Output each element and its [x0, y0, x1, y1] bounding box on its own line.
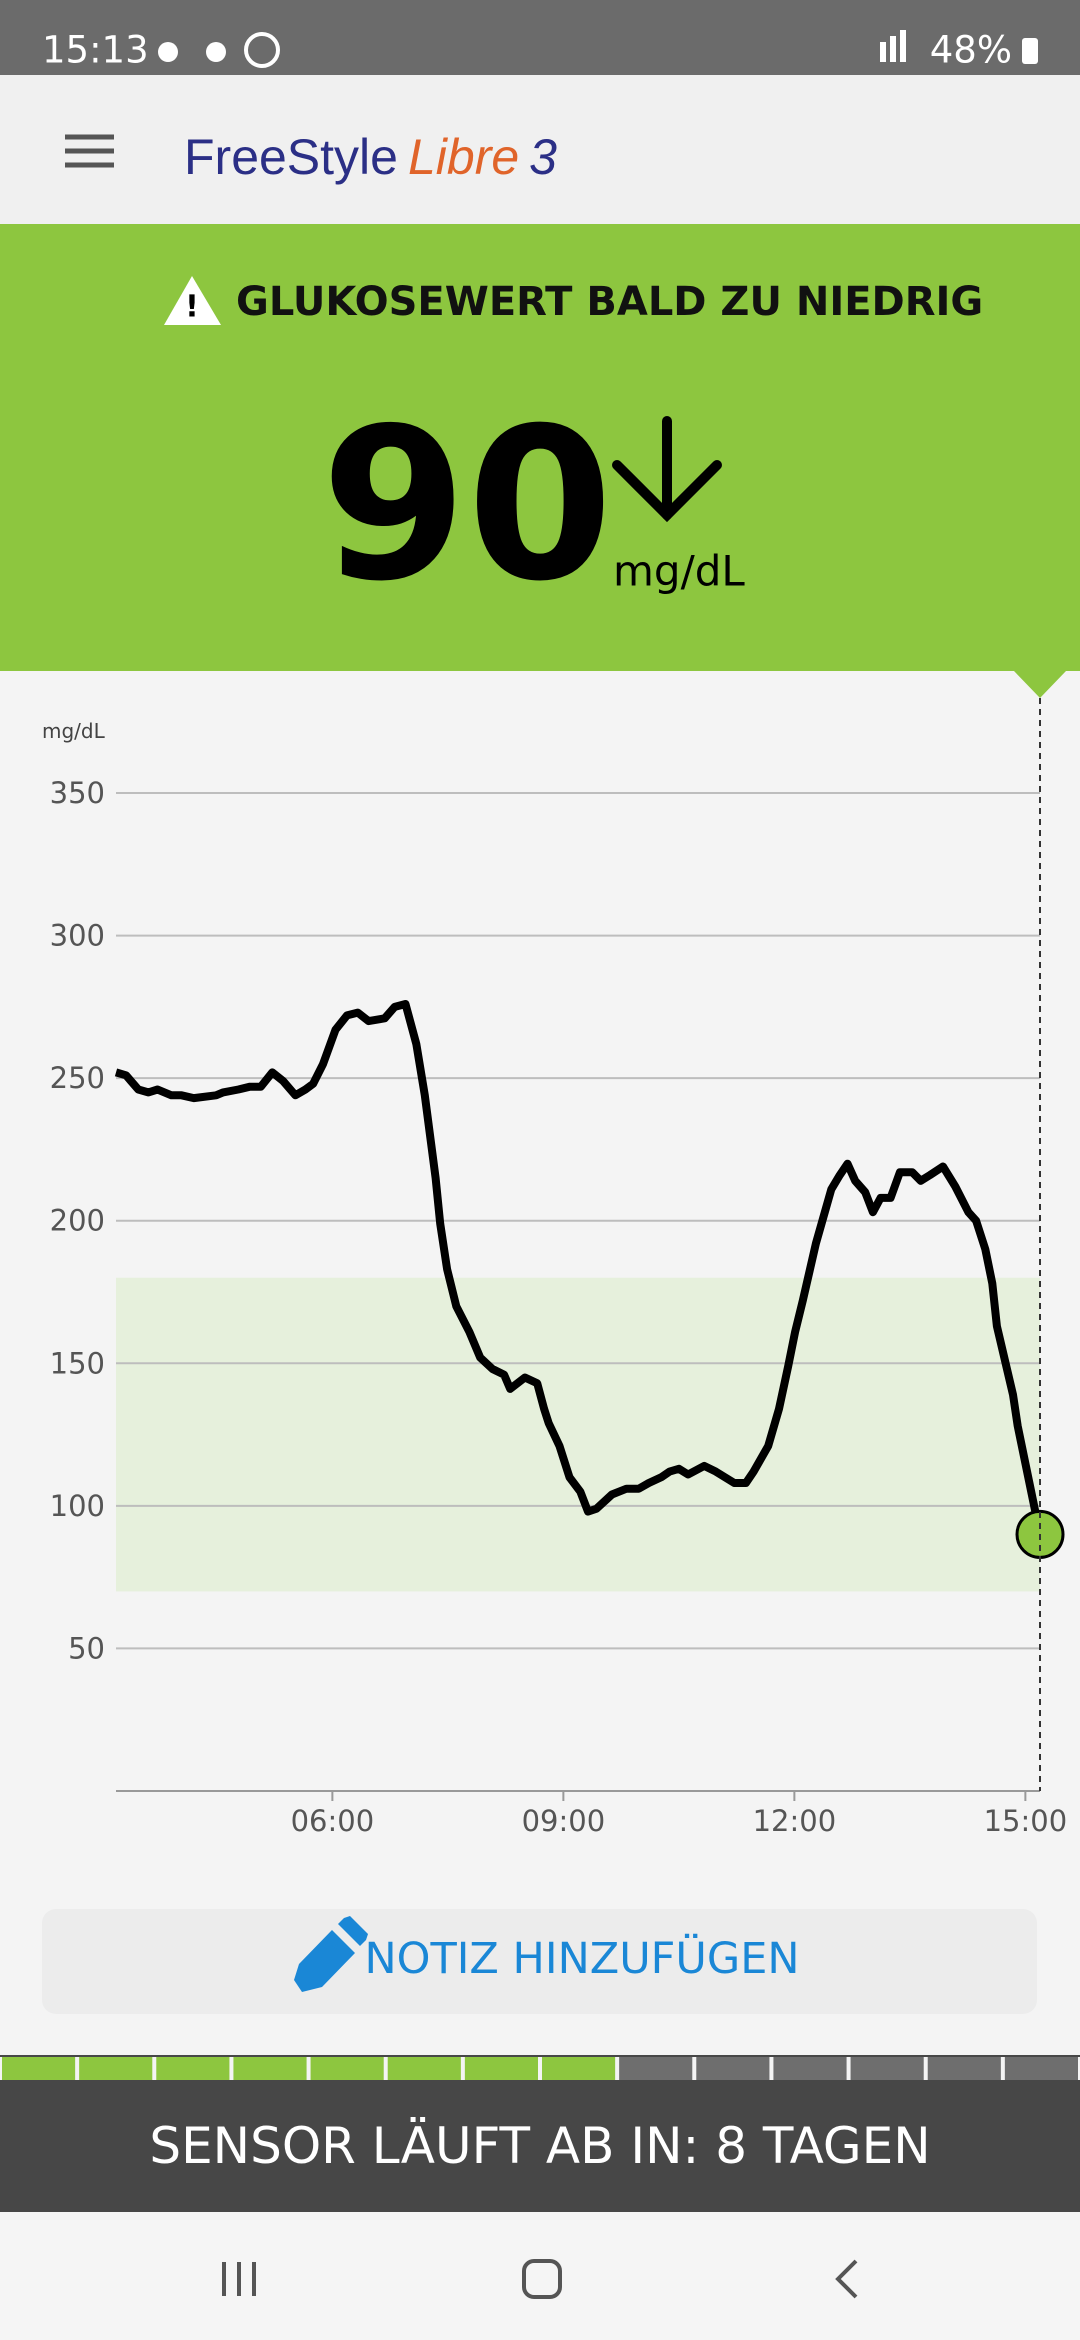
warning-icon: [164, 276, 221, 325]
logo-product: Libre: [408, 129, 519, 185]
status-battery: 48%: [930, 29, 1012, 72]
glucose-chart: mg/dL 50 100 150 200 250 300 350 06:00 09:00 12:0…: [42, 719, 1067, 1838]
logo-version: 3: [529, 129, 557, 185]
progress-segment: [850, 2057, 924, 2080]
warning-mark: !: [185, 290, 199, 325]
sensor-progress: [0, 2055, 1080, 2080]
glucose-line: [114, 1000, 1044, 1536]
nav-icons: [222, 2259, 858, 2299]
y-tick-label: 250: [50, 1061, 105, 1095]
glucose-value: 90: [321, 383, 613, 628]
note-button-label: NOTIZ HINZUFÜGEN: [364, 1933, 799, 1984]
sensor-message: SENSOR LÄUFT AB IN: 8 TAGEN: [149, 2117, 930, 2175]
progress-segment: [773, 2057, 847, 2080]
sensor-banner: [0, 2080, 1080, 2212]
progress-segment: [2, 2057, 76, 2080]
alert-title: GLUKOSEWERT BALD ZU NIEDRIG: [236, 279, 983, 325]
progress-segment: [1004, 2057, 1078, 2080]
x-tick-label: 09:00: [522, 1804, 606, 1838]
x-tick-label: 12:00: [753, 1804, 837, 1838]
nav-bar: [0, 2212, 1080, 2340]
nav-home[interactable]: [522, 2259, 562, 2299]
nav-recents[interactable]: [222, 2262, 256, 2296]
progress-segment: [927, 2057, 1001, 2080]
progress-segment: [156, 2057, 230, 2080]
progress-segment: [387, 2057, 461, 2080]
progress-segment: [464, 2057, 538, 2080]
target-range: [116, 1277, 1040, 1592]
note-button[interactable]: [42, 1909, 1037, 2014]
y-tick-label: 200: [50, 1204, 105, 1238]
logo-brand: FreeStyle: [184, 129, 398, 185]
app-logo: FreeStyle Libre 3: [184, 129, 557, 185]
progress-segment: [79, 2057, 153, 2080]
progress-segment: [619, 2057, 693, 2080]
y-tick-label: 100: [50, 1489, 105, 1523]
progress-segment: [696, 2057, 770, 2080]
y-tick-label: 150: [50, 1346, 105, 1380]
x-tick-label: 06:00: [291, 1804, 375, 1838]
status-time: 15:13: [42, 29, 149, 72]
y-axis-label: mg/dL: [42, 719, 106, 743]
pencil-icon: [294, 1916, 368, 1992]
x-tick-label: 15:00: [984, 1804, 1068, 1838]
y-tick-label: 300: [50, 919, 105, 953]
y-tick-label: 50: [68, 1631, 105, 1665]
glucose-unit: mg/dL: [613, 547, 745, 596]
progress-segment: [310, 2057, 384, 2080]
y-tick-label: 350: [50, 776, 105, 810]
progress-track: [0, 2055, 1080, 2057]
status-bar: [0, 0, 1080, 75]
now-notch: [1014, 671, 1066, 698]
trend-arrow: [612, 416, 722, 523]
nav-back[interactable]: [835, 2259, 858, 2299]
app-bar: [0, 75, 1080, 224]
progress-segment: [233, 2057, 307, 2080]
status-icons: [158, 30, 1038, 68]
menu-button[interactable]: [65, 134, 114, 168]
progress-segment: [542, 2057, 616, 2080]
